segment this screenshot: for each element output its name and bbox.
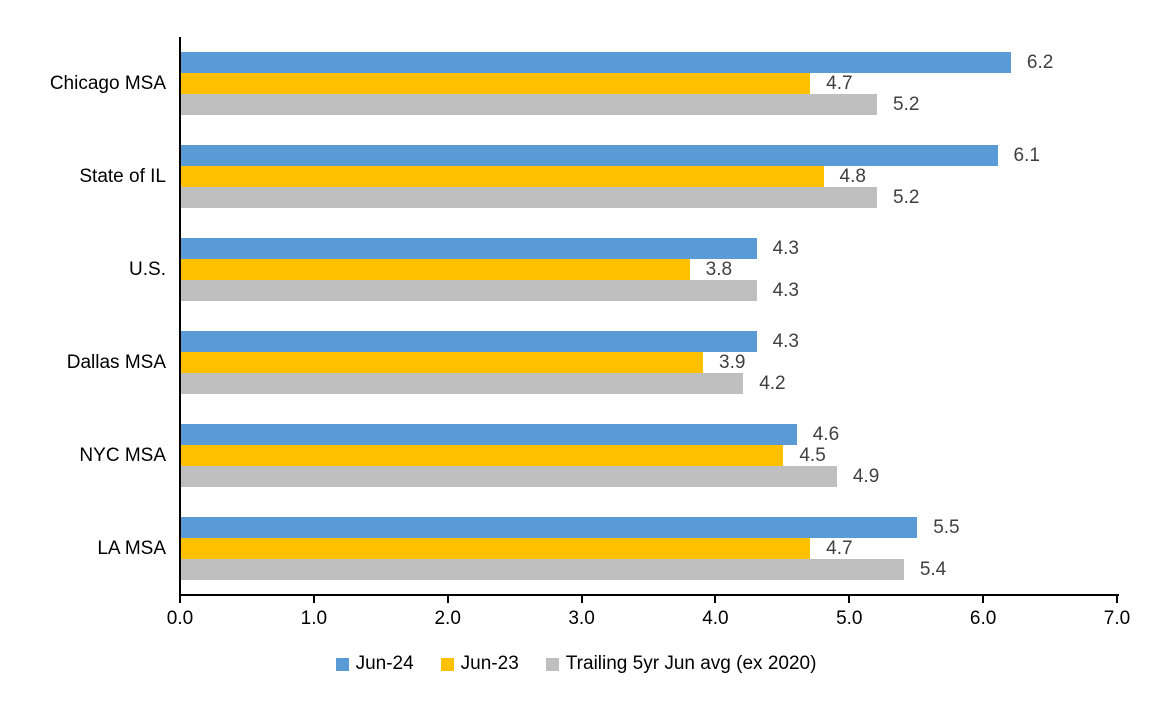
data-label: 3.9 <box>719 352 746 373</box>
category-label: State of IL <box>79 165 166 187</box>
legend-swatch <box>335 657 349 671</box>
bar-jun-23 <box>181 259 690 280</box>
data-label: 4.6 <box>812 424 840 445</box>
data-label: 5.4 <box>919 559 947 580</box>
bar-jun-24 <box>181 517 918 538</box>
legend-label: Trailing 5yr Jun avg (ex 2020) <box>565 653 817 674</box>
legend-item: Trailing 5yr Jun avg (ex 2020) <box>545 653 817 675</box>
data-label: 5.2 <box>893 94 920 115</box>
bar-trailing-5yr-jun-avg-ex-2020 <box>181 94 878 115</box>
legend-label: Jun-23 <box>460 653 519 674</box>
legend-item: Jun-23 <box>440 653 519 675</box>
data-label: 5.2 <box>893 187 920 208</box>
data-label: 4.3 <box>772 280 799 301</box>
data-label: 4.8 <box>839 166 866 187</box>
bar-jun-24 <box>181 238 757 259</box>
x-axis-tick <box>848 596 851 603</box>
bar-trailing-5yr-jun-avg-ex-2020 <box>181 280 757 301</box>
bar-trailing-5yr-jun-avg-ex-2020 <box>181 187 878 208</box>
data-label: 4.7 <box>826 538 853 559</box>
x-axis-tick-label: 0.0 <box>166 608 194 629</box>
bar-jun-23 <box>181 73 811 94</box>
x-axis-tick-label: 7.0 <box>1103 608 1131 629</box>
x-axis-tick-label: 2.0 <box>434 608 461 629</box>
data-label: 4.2 <box>759 373 786 394</box>
legend: Jun-24 Jun-23 Trailing 5yr Jun avg (ex 202… <box>0 653 1152 675</box>
data-label: 3.8 <box>705 259 733 280</box>
x-axis-tick-label: 5.0 <box>836 608 863 629</box>
x-axis-tick-label: 4.0 <box>702 608 729 629</box>
bar-trailing-5yr-jun-avg-ex-2020 <box>181 559 904 580</box>
bar-jun-23 <box>181 352 704 373</box>
x-axis-tick <box>446 596 449 603</box>
legend-label: Jun-24 <box>355 653 414 674</box>
x-axis-tick <box>312 596 315 603</box>
legend-item: Jun-24 <box>335 653 414 675</box>
bar-trailing-5yr-jun-avg-ex-2020 <box>181 373 744 394</box>
bar-jun-24 <box>181 331 757 352</box>
bar-jun-23 <box>181 166 824 187</box>
data-label: 4.9 <box>852 466 880 487</box>
data-label: 5.5 <box>933 517 960 538</box>
x-axis-tick-label: 3.0 <box>568 608 595 629</box>
bar-trailing-5yr-jun-avg-ex-2020 <box>181 466 837 487</box>
legend-swatch <box>440 657 454 671</box>
data-label: 6.1 <box>1013 145 1040 166</box>
category-label: Dallas MSA <box>66 351 166 373</box>
y-axis-line <box>179 37 181 603</box>
x-axis-tick-label: 1.0 <box>300 608 328 629</box>
data-label: 4.7 <box>826 73 853 94</box>
x-axis-tick <box>714 596 717 603</box>
bar-jun-24 <box>181 52 1011 73</box>
category-label: NYC MSA <box>79 444 166 466</box>
x-axis-tick-label: 6.0 <box>969 608 997 629</box>
data-label: 6.2 <box>1026 52 1054 73</box>
category-label: LA MSA <box>97 537 166 559</box>
bar-jun-24 <box>181 424 797 445</box>
x-axis-tick <box>982 596 985 603</box>
category-label: Chicago MSA <box>49 72 166 94</box>
bar-jun-23 <box>181 538 811 559</box>
category-label: U.S. <box>129 258 166 280</box>
data-label: 4.3 <box>772 238 799 259</box>
x-axis-tick <box>1116 596 1118 603</box>
bar-jun-24 <box>181 145 998 166</box>
bar-jun-23 <box>181 445 784 466</box>
legend-swatch <box>545 657 559 671</box>
data-label: 4.5 <box>799 445 826 466</box>
x-axis-tick <box>580 596 583 603</box>
x-axis-line <box>179 594 1119 596</box>
data-label: 4.3 <box>772 331 799 352</box>
